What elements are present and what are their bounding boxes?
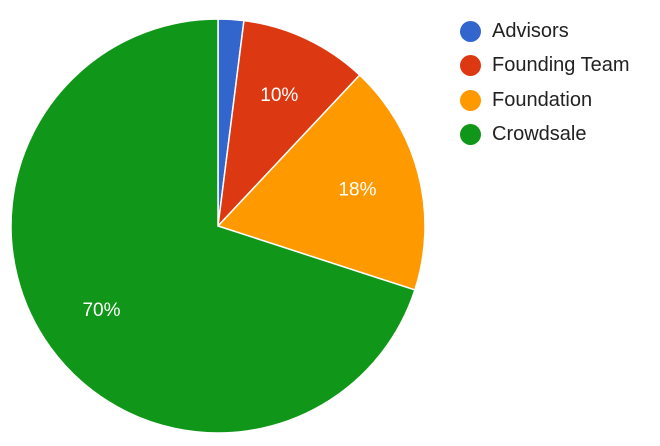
legend-swatch-founding-team bbox=[460, 55, 481, 77]
legend-item-foundation[interactable]: Foundation bbox=[460, 83, 630, 118]
legend-item-crowdsale[interactable]: Crowdsale bbox=[460, 118, 630, 153]
slice-label-foundation: 18% bbox=[338, 180, 376, 201]
legend-item-founding-team[interactable]: Founding Team bbox=[460, 49, 630, 84]
legend-label-foundation: Foundation bbox=[492, 88, 593, 111]
legend-item-advisors[interactable]: Advisors bbox=[460, 14, 630, 49]
legend-label-crowdsale: Crowdsale bbox=[492, 123, 587, 146]
legend: Advisors Founding Team Foundation Crowds… bbox=[460, 14, 630, 152]
slice-label-crowdsale: 70% bbox=[82, 300, 120, 321]
pie-slice-foundation[interactable] bbox=[216, 74, 426, 291]
pie-slice-founding-team[interactable] bbox=[216, 19, 361, 229]
legend-swatch-foundation bbox=[460, 89, 481, 111]
legend-swatch-advisors bbox=[460, 20, 481, 42]
legend-label-advisors: Advisors bbox=[492, 19, 569, 42]
legend-label-founding-team: Founding Team bbox=[492, 54, 630, 77]
pie-slice-crowdsale[interactable] bbox=[10, 18, 416, 434]
legend-swatch-crowdsale bbox=[460, 124, 481, 146]
slice-label-founding-team: 10% bbox=[260, 85, 298, 106]
